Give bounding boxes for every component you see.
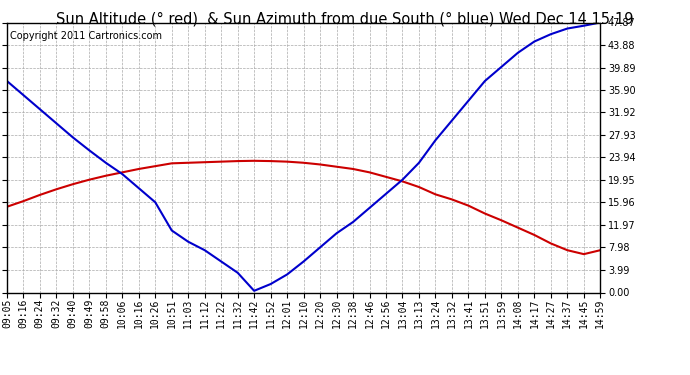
Text: Copyright 2011 Cartronics.com: Copyright 2011 Cartronics.com xyxy=(10,31,162,40)
Text: Sun Altitude (° red)  & Sun Azimuth from due South (° blue) Wed Dec 14 15:19: Sun Altitude (° red) & Sun Azimuth from … xyxy=(57,11,633,26)
